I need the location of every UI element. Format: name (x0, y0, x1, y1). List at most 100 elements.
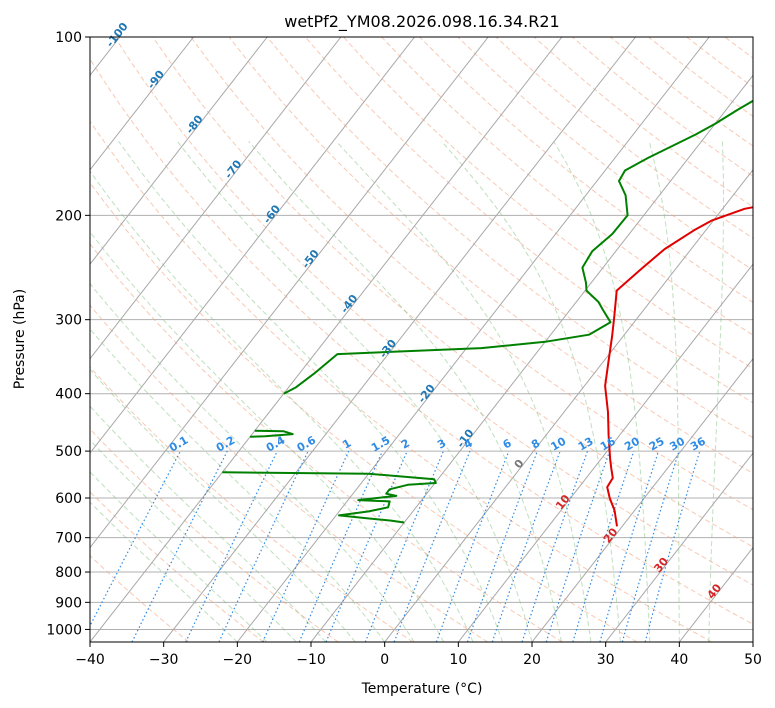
background-lines (90, 37, 753, 642)
dry-adiabat (90, 243, 563, 642)
isotherm (605, 452, 753, 642)
isotherm-label: -40 (338, 292, 361, 316)
mixing-ratio-line (218, 450, 309, 642)
moist-adiabat (90, 368, 356, 642)
temperature-profile (604, 206, 753, 527)
mixing-ratio-label: 3 (435, 437, 448, 452)
x-tick-label: 10 (449, 652, 467, 668)
moist-adiabat (441, 140, 621, 642)
dry-adiabat (90, 554, 190, 642)
moist-adiabat (90, 328, 386, 642)
isotherm (384, 168, 753, 642)
moist-adiabat (648, 141, 680, 642)
isotherm (90, 37, 489, 549)
series-group (222, 99, 753, 527)
mixing-ratio-line (262, 450, 350, 642)
dry-adiabat (152, 37, 753, 548)
y-tick-label: 900 (55, 595, 82, 611)
isotherm-label: -20 (415, 382, 438, 406)
isotherm-label: -90 (145, 68, 168, 92)
dry-adiabat (90, 181, 638, 642)
dewpoint-profile (249, 429, 294, 438)
y-tick-label: 300 (55, 313, 82, 329)
mixing-ratio-line (545, 450, 611, 642)
moist-adiabat (248, 140, 562, 642)
x-tick-label: 20 (523, 652, 541, 668)
dewpoint-profile (222, 471, 437, 524)
isotherm (90, 37, 563, 642)
dry-adiabat (343, 37, 753, 370)
isotherm (752, 641, 753, 642)
mixing-ratio-line (466, 450, 538, 642)
isotherm (90, 37, 194, 171)
dry-adiabat (304, 37, 753, 404)
y-axis-label: Pressure (hPa) (12, 289, 28, 389)
isotherm-label: -70 (222, 157, 245, 181)
dry-adiabat (533, 37, 753, 208)
isotherm (531, 357, 753, 642)
x-tick-label: −10 (296, 652, 326, 668)
mixing-ratio-line (435, 450, 510, 642)
dry-adiabat (190, 37, 753, 511)
dry-adiabat (90, 304, 488, 642)
moist-adiabat (90, 471, 268, 642)
mixing-ratio-line (621, 450, 680, 642)
y-tick-label: 400 (55, 387, 82, 403)
y-tick-label: 600 (55, 491, 82, 507)
mixing-ratio-line (599, 450, 660, 642)
moist-adiabat (176, 140, 533, 642)
isotherm-label: 40 (705, 581, 725, 601)
mixing-ratio-label: 8 (529, 437, 542, 452)
isotherm-label: 0 (512, 457, 527, 471)
dry-adiabat (228, 37, 753, 474)
dry-adiabat (457, 37, 753, 271)
isotherm-label: -80 (183, 112, 206, 136)
moist-adiabat (553, 141, 651, 642)
x-tick-label: 0 (380, 652, 389, 668)
x-tick-label: −20 (223, 652, 253, 668)
dry-adiabat (495, 37, 753, 239)
x-tick-label: −30 (149, 652, 179, 668)
moist-adiabat (708, 141, 724, 642)
mixing-ratio-line (364, 450, 444, 642)
isotherm-label: 10 (553, 492, 573, 512)
x-tick-label: 30 (597, 652, 615, 668)
isotherm (457, 263, 753, 642)
mixing-ratio-line (393, 450, 471, 642)
dry-adiabat (114, 37, 753, 586)
isotherm-label: -60 (261, 202, 284, 226)
y-tick-label: 100 (55, 30, 82, 46)
moist-adiabat (90, 501, 238, 642)
isotherm (310, 74, 753, 642)
dry-adiabat (686, 37, 753, 88)
isotherm-label: -50 (299, 247, 322, 271)
mixing-ratio-line (644, 450, 701, 642)
y-tick-label: 1000 (46, 622, 82, 638)
x-tick-label: −40 (75, 652, 105, 668)
isotherm (90, 37, 415, 454)
isotherm-label: -30 (377, 337, 400, 361)
mixing-ratio-line (491, 450, 561, 642)
x-axis-label: Temperature (°C) (361, 681, 483, 697)
dry-adiabat (90, 491, 264, 642)
isotherm (163, 37, 636, 642)
mixing-ratio-line (572, 450, 635, 642)
dry-adiabat (266, 37, 753, 439)
chart-title: wetPf2_YM08.2026.098.16.34.R21 (284, 12, 559, 32)
dry-adiabat (90, 120, 712, 642)
mixing-ratio-label: 6 (501, 436, 514, 451)
x-tick-label: 40 (670, 652, 688, 668)
mixing-ratio-line (521, 450, 589, 642)
moist-adiabat (90, 405, 327, 642)
dry-adiabat (90, 58, 753, 625)
isotherm (90, 37, 342, 360)
dry-adiabat (381, 37, 753, 336)
y-tick-label: 800 (55, 565, 82, 581)
axis-ticks: −40 −30 −20 −10 0 10 20 30 40 5010020030040050060… (46, 30, 762, 668)
y-tick-label: 700 (55, 531, 82, 547)
moist-adiabat (90, 230, 445, 642)
mixing-ratio-line (131, 450, 228, 642)
mixing-ratio-label: 2 (399, 437, 412, 452)
dewpoint-profile (283, 99, 753, 395)
